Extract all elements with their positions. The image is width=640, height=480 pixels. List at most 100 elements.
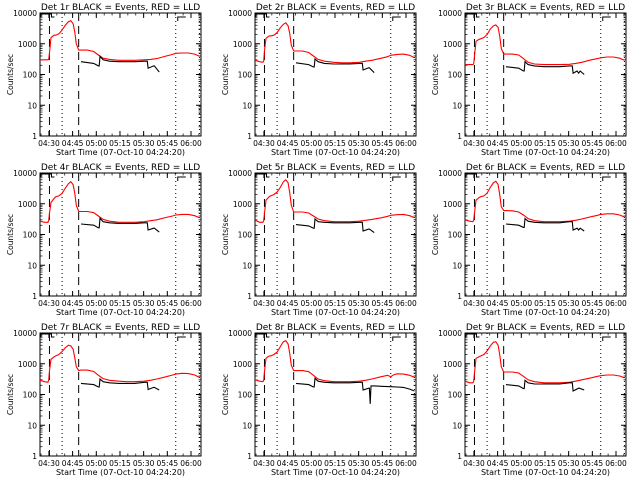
interval-marker xyxy=(465,333,480,338)
y-tick-label: 1000 xyxy=(233,200,252,209)
x-tick-label: 05:15 xyxy=(534,459,556,468)
x-tick-label: 04:45 xyxy=(62,459,84,468)
y-tick-label: 100 xyxy=(23,231,38,240)
x-tick-label: 05:45 xyxy=(372,459,394,468)
y-tick-label: 1000 xyxy=(233,40,252,49)
x-axis-label: Start Time (07-Oct-10 04:24:20) xyxy=(271,308,400,317)
series-lld xyxy=(39,344,200,383)
y-tick-label: 100 xyxy=(448,391,463,400)
x-axis-label: Start Time (07-Oct-10 04:24:20) xyxy=(56,148,185,157)
series-events xyxy=(505,60,585,75)
x-tick-label: 06:00 xyxy=(605,299,627,308)
x-axis-label: Start Time (07-Oct-10 04:24:20) xyxy=(271,148,400,157)
panel-det-6: Det 6r BLACK = Events, RED = LLD 1 10 100 10… xyxy=(431,163,627,317)
x-axis-label: Start Time (07-Oct-10 04:24:20) xyxy=(271,468,400,477)
y-tick-label: 100 xyxy=(448,231,463,240)
x-axis-label: Start Time (07-Oct-10 04:24:20) xyxy=(56,468,185,477)
y-tick-label: 1000 xyxy=(443,360,462,369)
x-tick-label: 05:45 xyxy=(372,139,394,148)
series-events xyxy=(505,217,585,232)
y-tick-label: 1 xyxy=(32,132,37,141)
x-tick-label: 05:15 xyxy=(109,459,131,468)
y-tick-label: 1 xyxy=(457,132,462,141)
y-tick-label: 10 xyxy=(452,261,462,270)
x-tick-label: 05:45 xyxy=(157,299,179,308)
chart-title: Det 1r BLACK = Events, RED = LLD xyxy=(41,3,200,13)
panel-det-5: Det 5r BLACK = Events, RED = LLD 1 10 100 10… xyxy=(221,163,417,317)
x-tick-label: 05:15 xyxy=(109,299,131,308)
y-tick-label: 1 xyxy=(247,132,252,141)
x-tick-label: 05:30 xyxy=(348,139,370,148)
x-tick-label: 04:45 xyxy=(62,299,84,308)
x-tick-label: 04:30 xyxy=(463,459,485,468)
series-events xyxy=(295,217,375,234)
series-lld xyxy=(464,180,625,223)
y-tick-label: 10000 xyxy=(13,169,37,178)
x-tick-label: 04:45 xyxy=(487,299,509,308)
y-tick-label: 100 xyxy=(238,71,253,80)
x-tick-label: 05:15 xyxy=(324,459,346,468)
y-tick-label: 1000 xyxy=(233,360,252,369)
x-tick-label: 04:30 xyxy=(38,299,60,308)
interval-marker xyxy=(465,13,480,18)
chart-title: Det 3r BLACK = Events, RED = LLD xyxy=(466,3,625,13)
y-tick-label: 10000 xyxy=(438,9,462,18)
x-tick-label: 04:45 xyxy=(487,139,509,148)
x-tick-label: 05:00 xyxy=(510,139,532,148)
y-axis-label: Counts/sec xyxy=(6,54,15,95)
plot-frame xyxy=(254,172,417,297)
y-tick-label: 10 xyxy=(242,261,252,270)
x-tick-label: 05:45 xyxy=(582,139,604,148)
y-tick-label: 1 xyxy=(457,452,462,461)
y-tick-label: 1 xyxy=(32,452,37,461)
y-tick-label: 100 xyxy=(23,391,38,400)
series-lld xyxy=(254,340,415,383)
plot-frame xyxy=(39,172,202,297)
series-lld xyxy=(465,24,625,66)
x-tick-label: 05:00 xyxy=(85,299,107,308)
y-tick-label: 100 xyxy=(238,391,253,400)
series-lld xyxy=(40,20,200,61)
panel-det-3: Det 3r BLACK = Events, RED = LLD 1 10 100 10… xyxy=(431,3,627,157)
x-tick-label: 04:45 xyxy=(277,139,299,148)
y-tick-label: 10000 xyxy=(228,329,252,338)
x-tick-label: 05:45 xyxy=(157,139,179,148)
x-tick-label: 04:30 xyxy=(463,299,485,308)
y-tick-label: 100 xyxy=(448,71,463,80)
panel-det-4: Det 4r BLACK = Events, RED = LLD 1 10 100 10… xyxy=(6,163,202,317)
x-tick-label: 05:00 xyxy=(300,459,322,468)
x-tick-label: 04:30 xyxy=(463,139,485,148)
y-tick-label: 10 xyxy=(27,261,37,270)
panel-det-9: Det 9r BLACK = Events, RED = LLD 1 10 100 10… xyxy=(431,323,627,477)
y-axis-label: Counts/sec xyxy=(221,374,230,415)
x-tick-label: 05:45 xyxy=(372,299,394,308)
plot-frame xyxy=(39,332,202,457)
x-tick-label: 04:45 xyxy=(62,139,84,148)
y-tick-label: 10000 xyxy=(13,329,37,338)
y-tick-label: 1 xyxy=(247,292,252,301)
x-tick-label: 05:30 xyxy=(558,459,580,468)
x-tick-label: 05:15 xyxy=(534,299,556,308)
x-tick-label: 05:30 xyxy=(558,139,580,148)
panel-det-2: Det 2r BLACK = Events, RED = LLD 1 10 100 10… xyxy=(221,3,417,157)
y-axis-label: Counts/sec xyxy=(221,214,230,255)
x-axis-label: Start Time (07-Oct-10 04:24:20) xyxy=(56,308,185,317)
interval-marker xyxy=(40,333,55,338)
x-tick-label: 05:15 xyxy=(324,299,346,308)
chart-title: Det 7r BLACK = Events, RED = LLD xyxy=(41,323,200,333)
x-tick-label: 04:30 xyxy=(38,459,60,468)
x-tick-label: 04:45 xyxy=(277,299,299,308)
x-tick-label: 04:45 xyxy=(487,459,509,468)
chart-title: Det 2r BLACK = Events, RED = LLD xyxy=(256,3,415,13)
interval-marker xyxy=(255,13,270,18)
interval-marker xyxy=(255,173,270,178)
x-tick-label: 04:30 xyxy=(253,459,275,468)
y-tick-label: 1000 xyxy=(18,360,37,369)
x-tick-label: 04:30 xyxy=(253,139,275,148)
y-axis-label: Counts/sec xyxy=(431,54,440,95)
y-tick-label: 1 xyxy=(32,292,37,301)
series-lld xyxy=(254,179,415,223)
y-tick-label: 10000 xyxy=(228,169,252,178)
y-tick-label: 10 xyxy=(27,101,37,110)
chart-title: Det 5r BLACK = Events, RED = LLD xyxy=(256,163,415,173)
